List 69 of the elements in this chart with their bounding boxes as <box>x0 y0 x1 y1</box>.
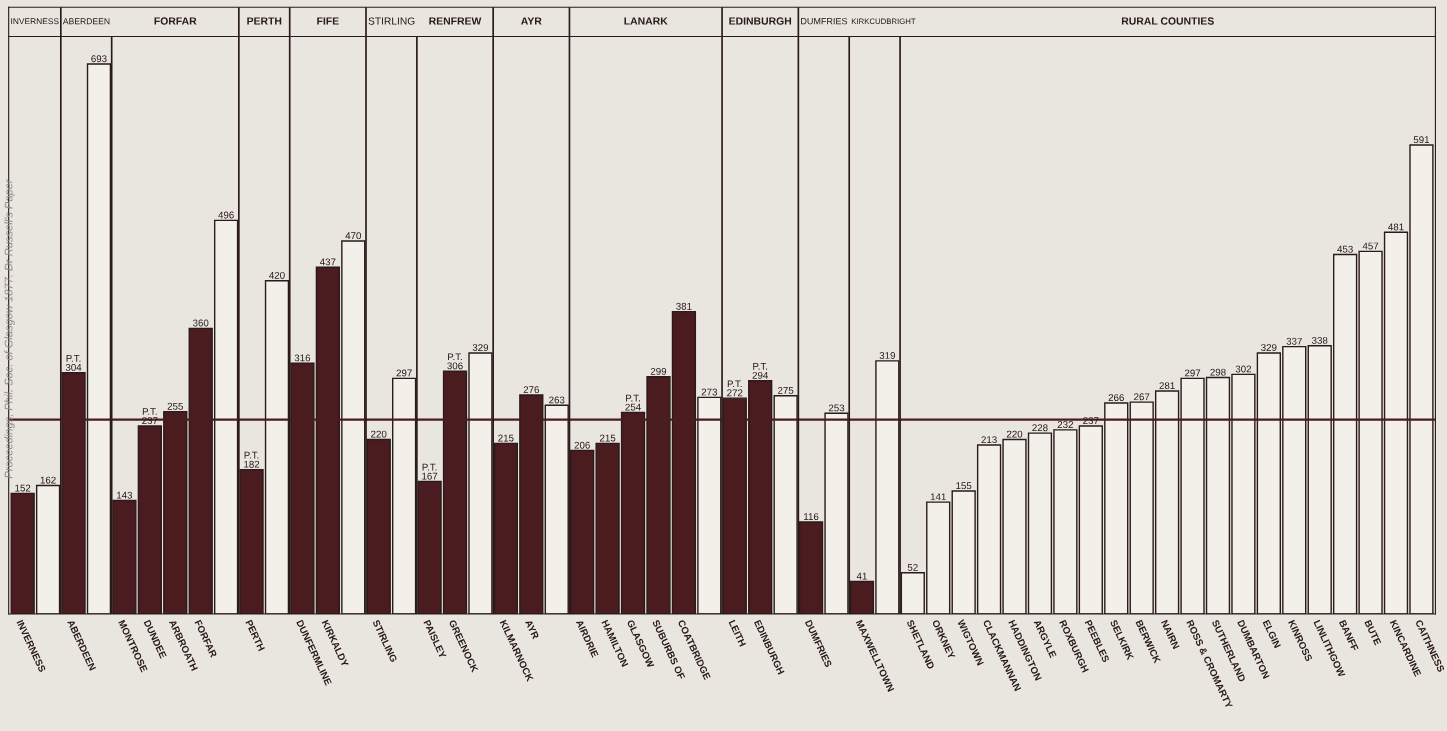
data-label: 360 <box>192 319 209 327</box>
data-label: 496 <box>218 211 234 219</box>
text: PERTH <box>247 17 282 25</box>
text: FORFAR <box>154 17 197 25</box>
text: INVERNESS <box>11 18 59 25</box>
data-label: 299 <box>650 367 667 375</box>
data-label: 228 <box>1032 424 1048 432</box>
data-label: 155 <box>956 482 972 490</box>
text: RURAL COUNTIES <box>1121 17 1214 25</box>
data-label: 266 <box>1108 394 1124 402</box>
text: ABERDEEN <box>62 18 110 25</box>
data-label: 297 <box>396 369 412 377</box>
text: DUMFRIES <box>801 17 848 25</box>
data-label: 152 <box>15 484 31 492</box>
data-label: 329 <box>1261 344 1277 352</box>
data-label: 255 <box>167 402 183 410</box>
data-label: 420 <box>269 271 285 279</box>
data-label: 302 <box>1235 365 1252 373</box>
data-label: 481 <box>1388 223 1404 231</box>
data-label: P.T. 182 <box>244 451 260 468</box>
data-label: 470 <box>345 232 362 240</box>
data-label: P.T. 294 <box>752 362 769 379</box>
text: FIFE <box>317 17 339 25</box>
data-label: 298 <box>1210 368 1226 376</box>
data-label: 329 <box>472 344 489 352</box>
data-label: P.T. 254 <box>625 394 641 411</box>
data-label: 281 <box>1159 382 1175 390</box>
data-label: 263 <box>549 396 565 404</box>
data-label: 267 <box>1134 393 1150 401</box>
data-label: 162 <box>40 476 56 484</box>
data-label: 232 <box>1057 421 1074 428</box>
data-label: 215 <box>599 434 616 442</box>
data-label: 437 <box>319 258 336 266</box>
text: RENFREW <box>429 17 482 25</box>
data-label: 316 <box>294 354 311 362</box>
data-label: 52 <box>907 563 918 571</box>
data-label: 41 <box>856 572 867 580</box>
data-label: 213 <box>981 436 997 444</box>
data-label: P.T. 304 <box>65 355 82 371</box>
data-label: P.T. 306 <box>447 353 463 370</box>
data-label: 273 <box>701 388 718 396</box>
data-label: 206 <box>574 441 590 449</box>
data-label: 220 <box>371 430 387 438</box>
data-label: 253 <box>828 404 845 412</box>
data-label: 276 <box>523 386 539 394</box>
data-label: 141 <box>930 493 946 501</box>
text: EDINBURGH <box>729 17 792 25</box>
data-label: P.T. 237 <box>142 408 158 425</box>
data-label: 381 <box>676 302 692 310</box>
text: AYR <box>521 17 542 25</box>
data-label: 319 <box>879 352 896 359</box>
data-label: 220 <box>1006 430 1023 438</box>
data-label: P.T. 272 <box>727 380 743 397</box>
annotation: Proceedings, Phil. Soc. of Glasgow 1877. Dr Russell's Paper <box>4 178 15 479</box>
data-label: 297 <box>1184 369 1201 377</box>
data-label: P.T. 167 <box>422 463 438 480</box>
data-label: 693 <box>91 55 107 63</box>
data-label: 215 <box>498 434 514 442</box>
data-label: 457 <box>1362 242 1379 250</box>
text: LANARK <box>624 17 668 25</box>
data-label: 237 <box>1083 417 1099 425</box>
data-label: 116 <box>804 513 819 521</box>
data-label: 143 <box>117 491 133 499</box>
data-label: 591 <box>1413 136 1430 144</box>
data-label: 453 <box>1337 245 1353 253</box>
text: STIRLING <box>368 17 415 25</box>
data-label: 275 <box>778 386 794 394</box>
data-label: 338 <box>1311 336 1328 344</box>
data-label: 337 <box>1286 337 1302 345</box>
